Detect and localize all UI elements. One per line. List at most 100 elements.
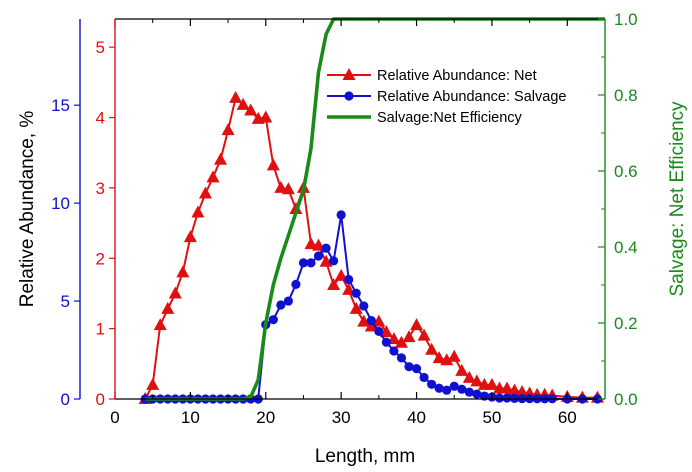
data-point-triangle bbox=[357, 314, 371, 327]
data-point-triangle bbox=[153, 318, 167, 331]
data-point-triangle bbox=[191, 205, 205, 218]
left-axis-title: Relative Abundance, % bbox=[17, 111, 38, 308]
data-point-triangle bbox=[470, 374, 484, 387]
data-point-circle bbox=[411, 364, 422, 374]
x-tick-label: 10 bbox=[181, 408, 200, 427]
data-point-triangle bbox=[176, 265, 190, 278]
data-point-circle bbox=[381, 337, 391, 347]
data-point-triangle bbox=[236, 97, 250, 110]
data-point-triangle bbox=[266, 158, 280, 171]
left-outer-tick-label: 10 bbox=[51, 194, 70, 213]
right-tick-label: 0.6 bbox=[614, 162, 638, 181]
data-point-circle bbox=[427, 379, 437, 389]
x-tick-label: 20 bbox=[256, 408, 275, 427]
data-point-circle bbox=[396, 353, 407, 363]
left-inner-tick-label: 2 bbox=[96, 249, 105, 268]
data-point-triangle bbox=[500, 381, 514, 394]
data-point-triangle bbox=[417, 328, 431, 341]
data-point-triangle bbox=[372, 314, 386, 327]
data-point-triangle bbox=[214, 152, 228, 165]
data-point-circle bbox=[374, 326, 384, 337]
data-point-triangle bbox=[425, 342, 439, 355]
series-line bbox=[145, 213, 598, 400]
left-inner-tick-label: 4 bbox=[96, 109, 105, 128]
data-point-triangle bbox=[515, 384, 529, 397]
data-point-triangle bbox=[206, 170, 220, 183]
data-point-triangle bbox=[440, 353, 454, 366]
data-point-circle bbox=[419, 372, 429, 383]
legend-entry-0: Relative Abundance: Net bbox=[327, 68, 537, 84]
right-tick-label: 0.0 bbox=[614, 390, 638, 409]
data-point-triangle bbox=[349, 301, 363, 314]
data-point-triangle bbox=[304, 237, 318, 250]
right-tick-label: 1.0 bbox=[614, 10, 638, 29]
left-inner-tick-label: 1 bbox=[96, 320, 105, 339]
data-point-triangle bbox=[274, 180, 288, 193]
data-point-triangle bbox=[281, 182, 295, 195]
data-point-triangle bbox=[161, 301, 175, 314]
left-inner-tick-label: 0 bbox=[96, 390, 105, 409]
data-point-triangle bbox=[183, 230, 197, 243]
legend-label: Salvage:Net Efficiency bbox=[377, 110, 523, 126]
data-point-circle bbox=[298, 258, 309, 268]
data-point-circle bbox=[457, 384, 467, 394]
data-point-triangle bbox=[319, 254, 333, 267]
x-tick-label: 40 bbox=[407, 408, 426, 427]
data-point-circle bbox=[472, 389, 482, 399]
data-point-circle bbox=[351, 288, 361, 298]
left-outer-tick-label: 15 bbox=[51, 96, 70, 115]
data-point-circle bbox=[359, 301, 369, 311]
data-point-circle bbox=[276, 300, 286, 310]
data-point-circle bbox=[329, 256, 339, 266]
data-point-triangle bbox=[447, 349, 461, 362]
right-tick-label: 0.2 bbox=[614, 314, 638, 333]
data-point-triangle bbox=[379, 325, 393, 338]
data-point-circle bbox=[291, 279, 301, 290]
legend-entry-1: Relative Abundance: Salvage bbox=[327, 89, 566, 105]
data-point-triangle bbox=[462, 370, 476, 383]
data-point-triangle bbox=[259, 110, 273, 123]
right-axis-title: Salvage: Net Efficiency bbox=[667, 101, 688, 297]
right-tick-label: 0.4 bbox=[614, 238, 638, 257]
legend-label: Relative Abundance: Salvage bbox=[377, 89, 566, 105]
data-point-circle bbox=[283, 296, 293, 306]
left-outer-tick-label: 0 bbox=[61, 390, 70, 409]
data-point-circle bbox=[502, 393, 512, 403]
data-point-circle bbox=[366, 316, 376, 326]
data-point-circle bbox=[449, 381, 459, 391]
data-point-triangle bbox=[402, 330, 416, 343]
x-tick-label: 60 bbox=[558, 408, 577, 427]
left-inner-tick-label: 5 bbox=[96, 38, 105, 57]
right-tick-label: 0.8 bbox=[614, 86, 638, 105]
data-point-triangle bbox=[244, 103, 258, 116]
series-1 bbox=[140, 210, 603, 404]
legend-entry-2: Salvage:Net Efficiency bbox=[327, 110, 523, 126]
data-point-circle bbox=[313, 251, 324, 261]
data-point-triangle bbox=[146, 377, 160, 390]
legend-label: Relative Abundance: Net bbox=[377, 68, 537, 84]
data-point-circle bbox=[321, 243, 331, 253]
data-point-triangle bbox=[221, 123, 235, 136]
data-point-triangle bbox=[410, 318, 424, 331]
data-point-circle bbox=[479, 391, 489, 401]
data-point-circle bbox=[464, 387, 474, 397]
data-point-triangle bbox=[455, 363, 469, 376]
data-point-triangle bbox=[485, 377, 499, 390]
data-point-triangle bbox=[168, 286, 182, 299]
left-outer-tick-label: 5 bbox=[61, 292, 70, 311]
data-point-triangle bbox=[394, 335, 408, 348]
left-inner-tick-label: 3 bbox=[96, 179, 105, 198]
series-line bbox=[144, 96, 598, 400]
data-point-triangle bbox=[327, 278, 341, 290]
data-point-triangle bbox=[432, 351, 446, 364]
series-0 bbox=[138, 90, 604, 404]
x-tick-label: 50 bbox=[482, 408, 501, 427]
x-axis-title: Length, mm bbox=[315, 446, 415, 467]
data-point-triangle bbox=[198, 186, 212, 199]
data-point-circle bbox=[389, 346, 399, 356]
data-point-circle bbox=[268, 315, 278, 325]
data-point-circle bbox=[306, 258, 316, 268]
data-point-circle bbox=[404, 362, 414, 372]
data-point-circle bbox=[344, 274, 354, 285]
